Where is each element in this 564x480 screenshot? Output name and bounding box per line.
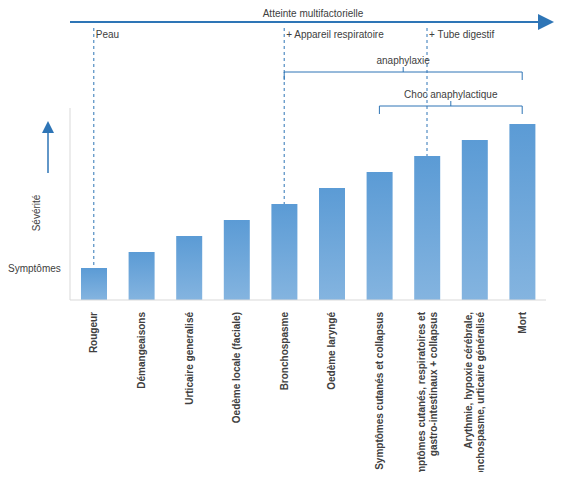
svg-text:Bronchospasme: Bronchospasme [279, 312, 290, 391]
svg-text:Urticaire generalisé: Urticaire generalisé [184, 312, 195, 405]
svg-text:Oedème laryngé: Oedème laryngé [326, 312, 337, 390]
svg-text:bronchospasme, urticaire génér: bronchospasme, urticaire généralisé [475, 312, 486, 472]
svg-text:Arythmie, hypoxie cérébrale,: Arythmie, hypoxie cérébrale, [463, 312, 474, 449]
svg-text:anaphylaxie: anaphylaxie [377, 55, 431, 66]
svg-text:gastro-intestinaux + collapsus: gastro-intestinaux + collapsus [428, 312, 439, 457]
svg-text:+ Tube digestif: + Tube digestif [429, 29, 495, 40]
svg-text:Mort: Mort [517, 311, 528, 333]
svg-text:Symptômes cutanés et collapsus: Symptômes cutanés et collapsus [374, 312, 385, 470]
svg-text:Symptômes: Symptômes [8, 263, 61, 274]
svg-text:Oedème locale (faciale): Oedème locale (faciale) [231, 312, 242, 423]
svg-text:Sévérité: Sévérité [31, 194, 42, 231]
svg-text:Atteinte multifactorielle: Atteinte multifactorielle [263, 8, 364, 19]
svg-text:Choc anaphylactique: Choc anaphylactique [404, 89, 498, 100]
svg-text:Démangeaisons: Démangeaisons [136, 312, 147, 389]
svg-text:Rougeur: Rougeur [88, 312, 99, 353]
svg-text:+ Appareil respiratoire: + Appareil respiratoire [286, 29, 384, 40]
svg-text:Peau: Peau [96, 29, 119, 40]
svg-text:Symptômes cutanés, respiratoir: Symptômes cutanés, respiratoires et [416, 311, 427, 472]
